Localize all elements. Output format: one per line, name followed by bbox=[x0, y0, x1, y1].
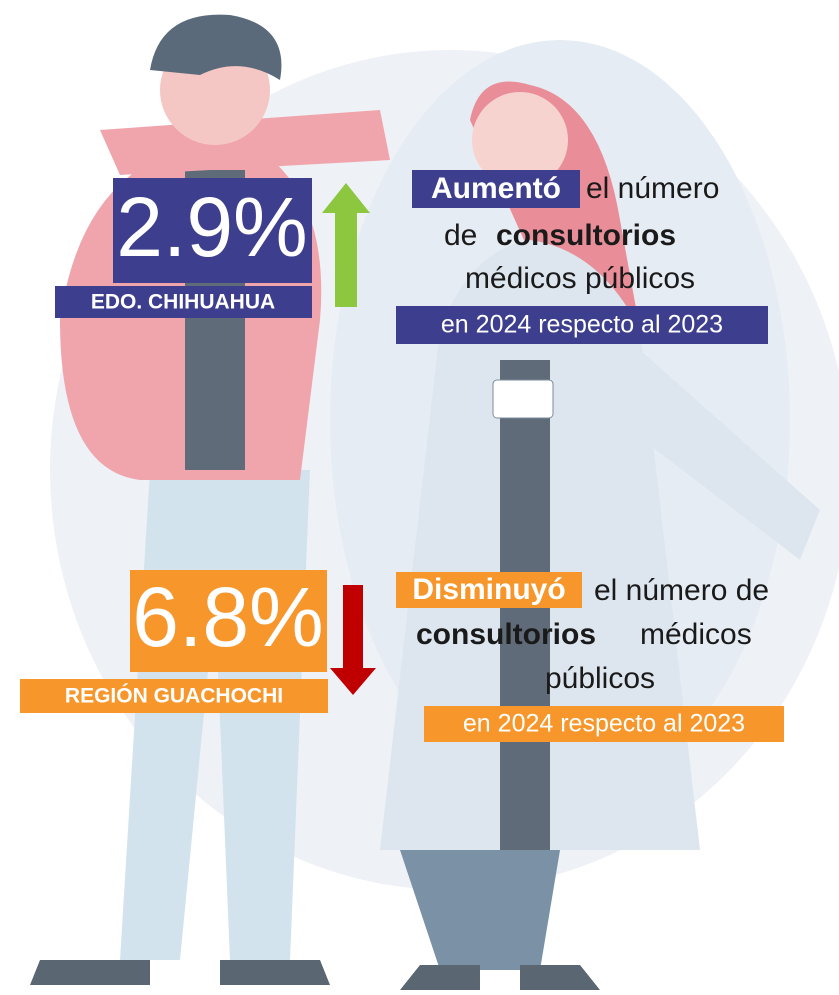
description: médicos públicos bbox=[465, 262, 695, 295]
description: de bbox=[444, 219, 477, 252]
description: médicos bbox=[640, 618, 752, 651]
percent: 6.8% bbox=[132, 570, 323, 664]
infographic: 2.9% EDO. CHIHUAHUA Aumentó el número de… bbox=[0, 0, 839, 995]
period: en 2024 respecto al 2023 bbox=[441, 311, 723, 339]
description: el número de bbox=[594, 574, 769, 607]
woman-dress bbox=[500, 360, 550, 860]
description-bold: consultorios bbox=[496, 219, 676, 252]
description: el número bbox=[586, 172, 719, 205]
percent: 2.9% bbox=[116, 180, 307, 274]
description-bold: consultorios bbox=[416, 618, 596, 651]
description: públicos bbox=[545, 662, 655, 695]
highlight: Disminuyó bbox=[412, 573, 565, 606]
region: REGIÓN GUACHOCHI bbox=[65, 684, 283, 708]
illustration bbox=[30, 15, 839, 990]
man-shoe bbox=[220, 960, 330, 985]
woman-shoe bbox=[400, 965, 480, 990]
page: {"stats": [ {"percent": "2.9%", "region"… bbox=[0, 0, 839, 995]
period: en 2024 respecto al 2023 bbox=[463, 710, 745, 738]
woman-shoe bbox=[520, 965, 600, 990]
region: EDO. CHIHUAHUA bbox=[91, 291, 275, 314]
woman-pants bbox=[400, 850, 560, 970]
man-shoe bbox=[30, 960, 150, 985]
woman-badge bbox=[493, 380, 553, 418]
highlight: Aumentó bbox=[431, 172, 561, 205]
